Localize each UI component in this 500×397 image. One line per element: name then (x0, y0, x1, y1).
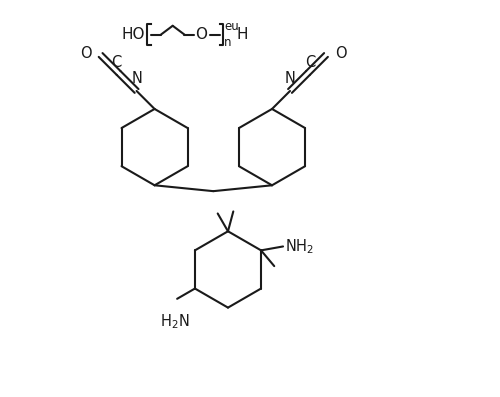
Text: n: n (224, 37, 232, 49)
Text: O: O (195, 27, 207, 42)
Text: H$_2$N: H$_2$N (160, 312, 190, 331)
Text: NH$_2$: NH$_2$ (285, 237, 314, 256)
Text: O: O (80, 46, 92, 60)
Text: HO: HO (122, 27, 145, 42)
Text: C: C (306, 54, 316, 69)
Text: O: O (335, 46, 346, 60)
Text: N: N (284, 71, 296, 86)
Text: eu: eu (224, 20, 239, 33)
Text: C: C (111, 54, 122, 69)
Text: N: N (131, 71, 142, 86)
Text: H: H (236, 27, 248, 42)
